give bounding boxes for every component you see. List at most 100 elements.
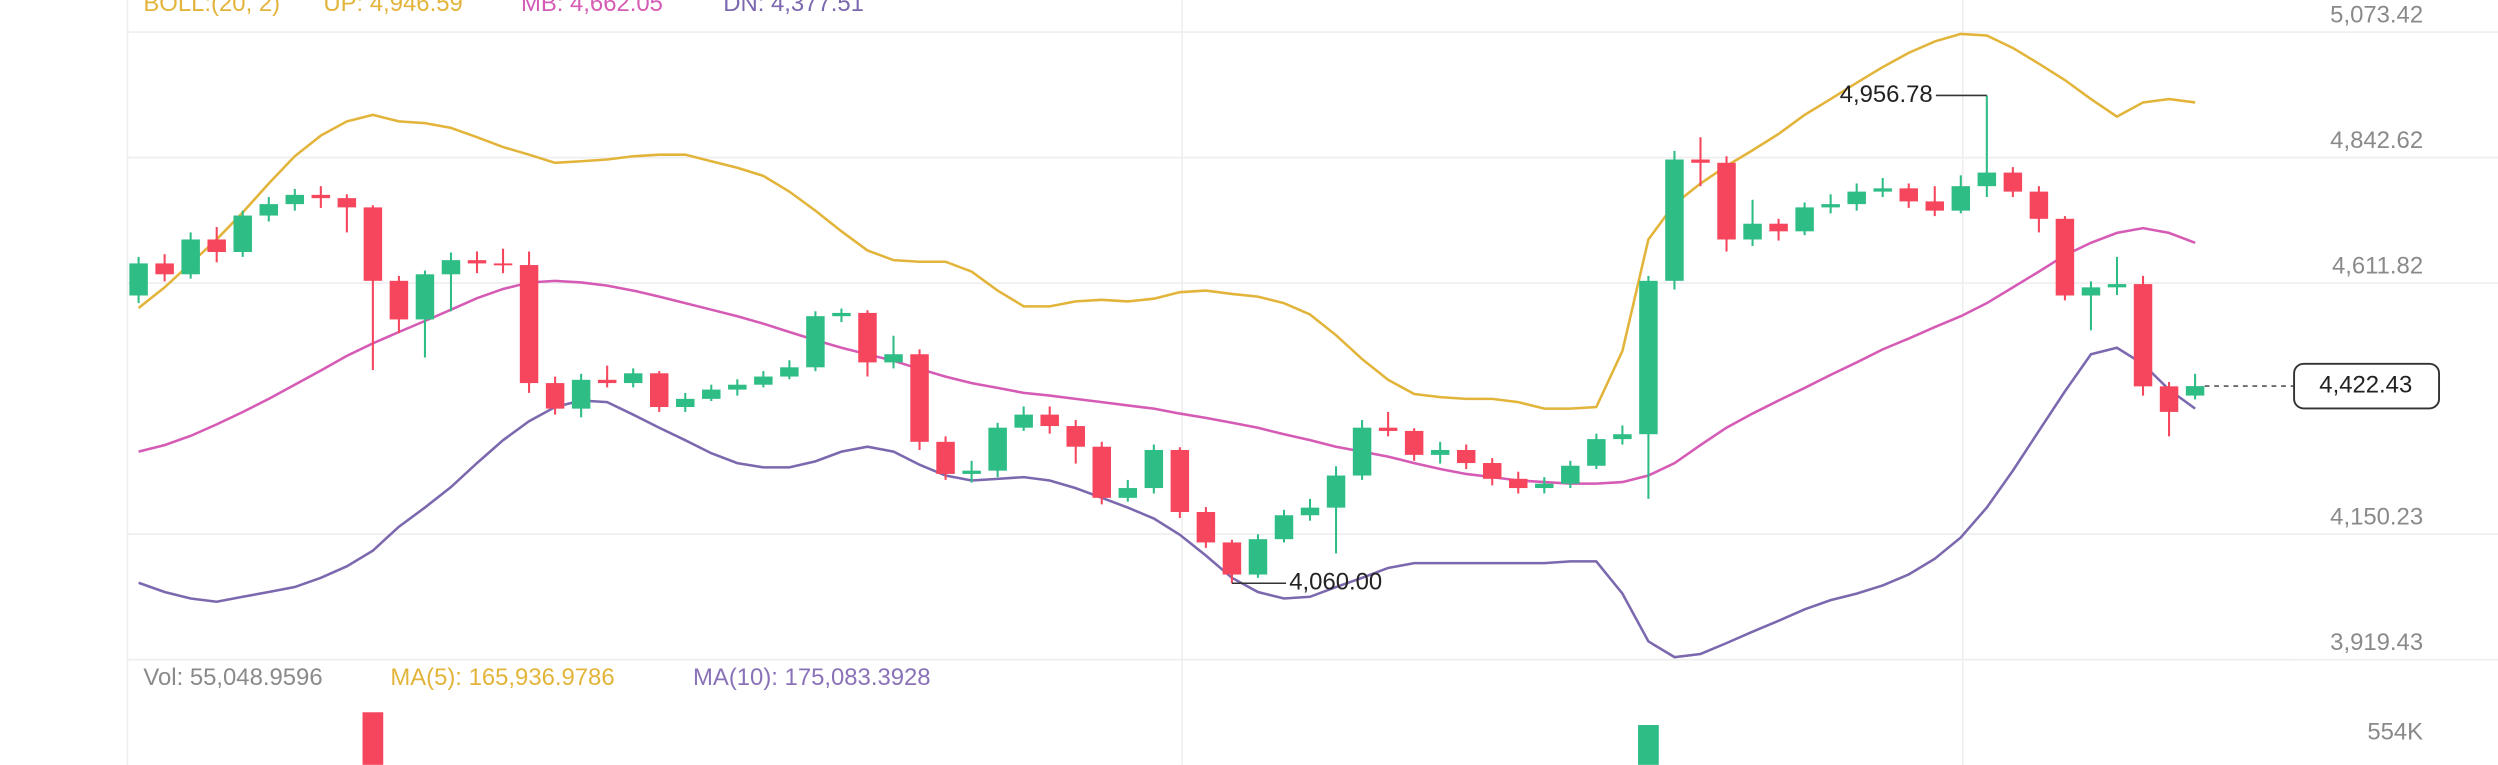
- candle-body: [545, 383, 565, 409]
- volume-bar: [362, 712, 384, 765]
- volume-legend: Vol: 55,048.9596: [143, 664, 322, 691]
- candle-body: [1092, 446, 1112, 498]
- candle-body: [858, 312, 877, 363]
- boll-line: [138, 226, 2196, 485]
- y-tick-label: 4,611.82: [2332, 252, 2423, 279]
- candle-body: [2081, 287, 2101, 296]
- candle-body: [1482, 463, 1502, 479]
- candle-body: [1665, 159, 1684, 281]
- candle-body: [597, 379, 617, 384]
- legend-entry: UP: 4,946.59: [323, 0, 462, 17]
- candle-body: [1561, 465, 1580, 484]
- candle-body: [1274, 515, 1294, 540]
- candle-body: [884, 354, 903, 363]
- volume-ma-legend: MA(10): 175,083.3928: [693, 664, 931, 691]
- candle-body: [676, 398, 695, 408]
- y-tick-label: 3,919.43: [2330, 629, 2423, 656]
- candle-body: [1977, 172, 1997, 187]
- candle-body: [155, 263, 174, 275]
- candle-body: [259, 204, 278, 216]
- candle-body: [1378, 427, 1398, 431]
- candle-body: [1456, 449, 1476, 464]
- candle-body: [754, 376, 773, 385]
- candle-body: [571, 379, 591, 409]
- candle-body: [415, 274, 435, 320]
- candle-body: [806, 316, 825, 368]
- min-label: 4,060.00: [1289, 569, 1382, 596]
- boll-line: [137, 32, 2196, 410]
- candle-body: [207, 239, 226, 252]
- last-price-label: 4,422.43: [2319, 371, 2412, 398]
- volume-bar: [1638, 725, 1659, 765]
- candle-body: [493, 263, 513, 266]
- candle-body: [1535, 483, 1554, 489]
- legend-entry: MB: 4,662.05: [521, 0, 663, 17]
- candle-body: [1795, 207, 1814, 232]
- volume-tick-label: 554K: [2367, 718, 2423, 745]
- candle-body: [2133, 284, 2153, 387]
- candle-body: [1743, 223, 1762, 240]
- candle-body: [1899, 188, 1918, 202]
- candle-body: [728, 384, 747, 390]
- candle-body: [2055, 218, 2075, 296]
- candle-body: [1014, 414, 1033, 428]
- candle-body: [2029, 191, 2049, 219]
- candle-body: [1847, 191, 1866, 205]
- candle-body: [1509, 478, 1528, 489]
- candle-body: [1639, 280, 1658, 435]
- candle-body: [1144, 449, 1164, 489]
- candle-body: [1769, 223, 1788, 232]
- candle-body: [1040, 414, 1059, 427]
- candle-body: [1326, 475, 1346, 508]
- candle-body: [1196, 511, 1216, 543]
- candle-body: [181, 239, 200, 275]
- candle-body: [988, 427, 1007, 471]
- candle-body: [702, 389, 721, 399]
- candle-body: [2107, 284, 2127, 288]
- legend-entry: DN: 4,377.51: [723, 0, 864, 17]
- candle-body: [1170, 449, 1190, 512]
- y-tick-label: 4,150.23: [2330, 504, 2423, 531]
- y-tick-label: 4,842.62: [2330, 127, 2423, 154]
- candle-body: [623, 373, 643, 384]
- candle-body: [780, 367, 799, 377]
- candle-body: [936, 441, 955, 474]
- candle-body: [1821, 204, 1840, 208]
- candle-body: [1300, 507, 1320, 516]
- candle-body: [1352, 427, 1372, 476]
- volume-ma-legend: MA(5): 165,936.9786: [390, 664, 614, 691]
- candle-body: [311, 194, 331, 199]
- candle-body: [1430, 449, 1450, 455]
- candle-body: [1613, 434, 1632, 440]
- candle-body: [1873, 188, 1892, 192]
- candle-body: [1925, 201, 1945, 211]
- candle-body: [337, 198, 357, 208]
- candle-body: [1222, 542, 1242, 575]
- candle-body: [1404, 430, 1424, 455]
- candle-body: [467, 260, 487, 264]
- candle-body: [1066, 426, 1085, 447]
- candle-body: [832, 312, 851, 317]
- candle-body: [2003, 172, 2023, 192]
- candle-body: [1717, 162, 1736, 240]
- candle-body: [519, 265, 539, 384]
- boll-line: [138, 346, 2196, 659]
- candle-body: [1248, 539, 1268, 575]
- candle-body: [962, 470, 981, 474]
- candle-body: [389, 280, 409, 320]
- y-tick-label: 5,073.42: [2330, 1, 2423, 28]
- candle-body: [129, 263, 148, 296]
- indicator-label: BOLL:(20, 2): [143, 0, 280, 17]
- candle-body: [2185, 386, 2205, 396]
- candle-body: [1118, 488, 1138, 498]
- max-label: 4,956.78: [1840, 81, 1933, 108]
- candle-body: [285, 194, 305, 205]
- candle-body: [910, 354, 929, 442]
- candle-body: [1691, 159, 1710, 163]
- candle-body: [1951, 186, 1971, 211]
- last-price-box: [2293, 362, 2441, 410]
- candle-body: [649, 373, 669, 408]
- candle-body: [363, 207, 383, 281]
